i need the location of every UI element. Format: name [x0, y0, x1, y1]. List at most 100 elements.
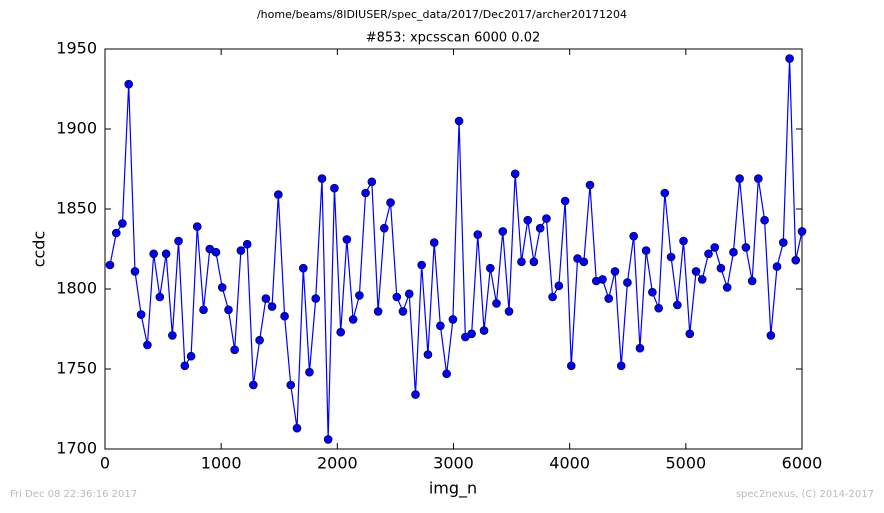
data-point: [666, 252, 676, 262]
data-point: [155, 292, 165, 302]
data-point: [130, 267, 140, 276]
data-point: [379, 223, 389, 233]
data-point: [211, 247, 221, 257]
data-point: [523, 215, 533, 225]
data-point: [149, 249, 158, 259]
data-point: [598, 275, 607, 284]
data-point: [548, 292, 557, 302]
x-tick-label: 5000: [665, 454, 706, 473]
data-point: [392, 292, 402, 302]
data-point: [648, 287, 657, 297]
y-tick-label: 1800: [56, 279, 97, 298]
data-point: [199, 305, 208, 315]
data-point: [510, 169, 520, 179]
data-point: [778, 238, 788, 247]
data-point: [224, 305, 233, 315]
data-point: [517, 257, 526, 267]
data-point: [785, 54, 794, 63]
data-point: [729, 247, 738, 257]
y-tick-label: 1950: [56, 39, 97, 58]
data-point: [217, 283, 227, 292]
data-point: [423, 350, 433, 359]
data-point: [504, 307, 514, 316]
data-point: [704, 249, 713, 259]
data-point: [292, 423, 302, 433]
data-point: [174, 236, 183, 246]
data-point: [442, 369, 451, 379]
data-point: [492, 299, 501, 308]
data-point: [124, 79, 133, 89]
data-point: [486, 263, 495, 273]
x-tick-label: 3000: [433, 454, 474, 473]
data-point: [286, 380, 296, 390]
data-point: [311, 294, 321, 303]
data-point: [747, 276, 757, 286]
data-point: [673, 300, 682, 310]
data-point: [398, 307, 408, 316]
data-point: [610, 267, 620, 276]
data-point: [629, 231, 638, 241]
data-point: [436, 321, 445, 331]
data-point: [411, 390, 420, 399]
data-point: [791, 255, 801, 265]
data-point: [305, 367, 314, 377]
x-tick-label: 2000: [317, 454, 358, 473]
data-point: [542, 214, 551, 223]
data-point: [267, 302, 277, 311]
data-point: [417, 260, 426, 270]
data-point: [760, 215, 769, 225]
data-point: [111, 228, 121, 238]
x-tick-label: 4000: [549, 454, 590, 473]
data-point: [255, 335, 264, 345]
y-tick-label: 1900: [56, 119, 97, 138]
data-point: [741, 243, 751, 252]
x-tick-label: 0: [100, 454, 110, 473]
data-point: [330, 183, 339, 193]
data-point: [249, 380, 258, 390]
data-point: [722, 283, 732, 292]
data-point: [641, 246, 651, 255]
data-point: [342, 235, 352, 244]
data-point: [404, 289, 414, 299]
data-point: [766, 331, 776, 340]
data-point: [604, 294, 613, 303]
data-point: [498, 227, 508, 236]
data-point: [560, 196, 570, 206]
data-point: [566, 361, 576, 371]
footer-right: spec2nexus, (C) 2014-2017: [736, 489, 874, 500]
x-tick-label: 1000: [201, 454, 242, 473]
suptitle: /home/beams/8IDIUSER/spec_data/2017/Dec2…: [257, 8, 627, 21]
y-tick-label: 1750: [56, 359, 97, 378]
y-tick-label: 1700: [56, 439, 97, 458]
data-point: [386, 198, 395, 207]
data-point: [772, 262, 782, 271]
chart-title: #853: xpcsscan 6000 0.02: [366, 31, 541, 46]
data-point: [180, 361, 190, 371]
data-point: [161, 249, 171, 259]
data-point: [479, 326, 489, 335]
x-axis-label: img_n: [429, 479, 477, 499]
data-point: [454, 116, 464, 126]
data-point: [716, 263, 726, 273]
data-point: [754, 174, 763, 183]
data-point: [467, 329, 476, 339]
data-point: [529, 257, 539, 267]
x-tick-label: 6000: [782, 454, 823, 473]
data-point: [242, 239, 252, 249]
data-point: [473, 230, 483, 239]
data-point: [230, 345, 239, 355]
data-point: [797, 227, 807, 236]
data-point: [685, 329, 695, 339]
data-point: [192, 222, 202, 231]
data-point: [274, 190, 283, 199]
data-point: [554, 281, 564, 291]
data-point: [348, 315, 358, 324]
data-point: [429, 238, 439, 247]
data-point: [355, 291, 364, 300]
y-axis-label: ccdc: [30, 231, 49, 268]
data-point: [168, 331, 177, 340]
data-point: [697, 275, 707, 284]
data-point: [735, 174, 744, 183]
data-point: [373, 307, 383, 316]
